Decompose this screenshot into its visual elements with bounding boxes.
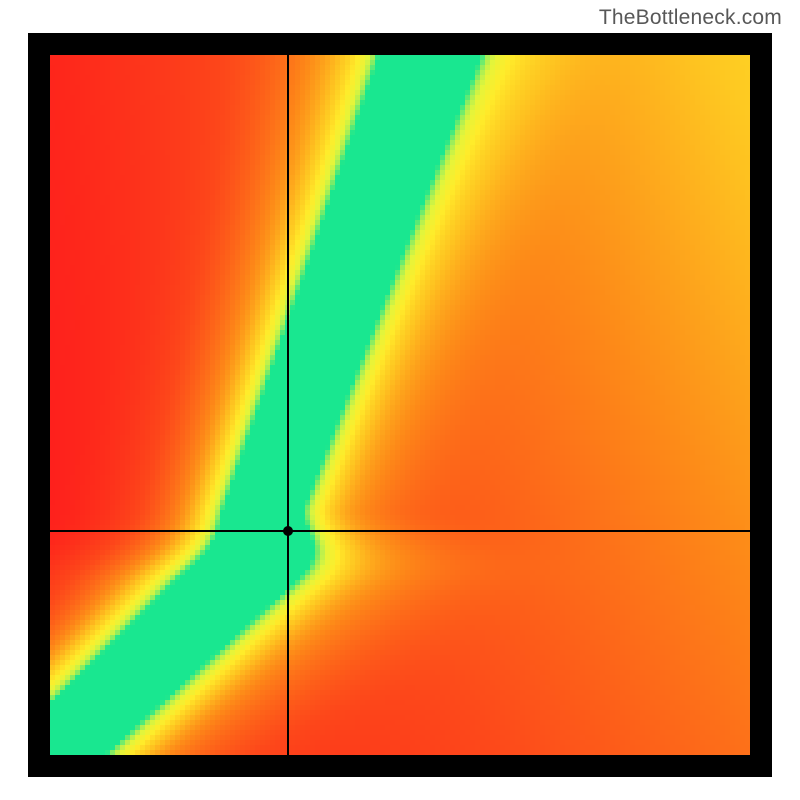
crosshair-vertical <box>287 55 288 755</box>
watermark-text: TheBottleneck.com <box>599 6 782 30</box>
crosshair-marker <box>283 526 293 536</box>
heatmap-canvas <box>50 55 750 755</box>
crosshair-horizontal <box>50 530 750 531</box>
plot-frame <box>28 33 772 777</box>
